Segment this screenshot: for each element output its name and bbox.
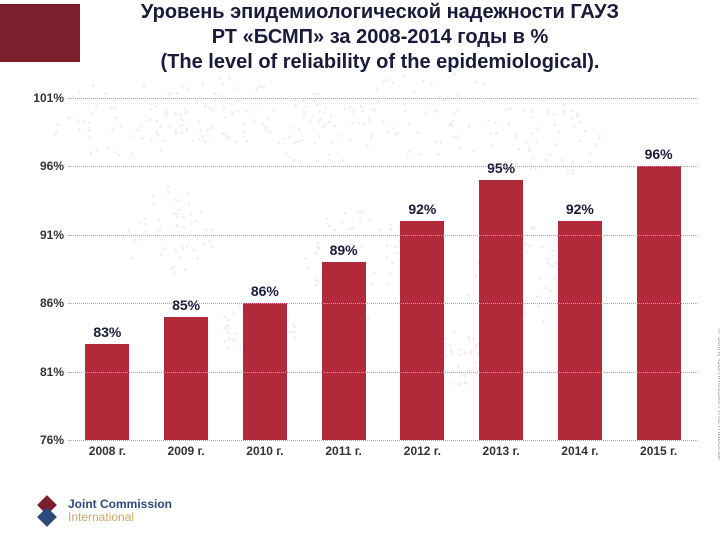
gridline: [68, 98, 698, 99]
logo-line-2: International: [68, 511, 172, 524]
y-tick-label: 76%: [28, 433, 64, 447]
bar: [479, 180, 523, 440]
jci-logo: Joint Commission International: [32, 496, 172, 526]
bar: [164, 317, 208, 440]
bar: [558, 221, 602, 440]
bar-value-label: 86%: [251, 283, 279, 299]
y-tick-label: 81%: [28, 365, 64, 379]
x-tick-label: 2012 г.: [383, 440, 462, 464]
logo-text: Joint Commission International: [68, 498, 172, 523]
title-line-3: (The level of reliability of the epidemi…: [60, 50, 700, 75]
bar-value-label: 95%: [487, 160, 515, 176]
bar: [322, 262, 366, 440]
x-tick-label: 2008 г.: [68, 440, 147, 464]
bar-slot: 92%: [541, 98, 620, 440]
title-line-2: РТ «БСМП» за 2008-2014 годы в %: [60, 25, 700, 50]
bar-slot: 95%: [462, 98, 541, 440]
bar-value-label: 96%: [645, 146, 673, 162]
gridline: [68, 166, 698, 167]
bar-value-label: 85%: [172, 297, 200, 313]
bar: [400, 221, 444, 440]
bar-value-label: 92%: [408, 201, 436, 217]
bar-value-label: 83%: [93, 324, 121, 340]
gridline: [68, 372, 698, 373]
bar-slot: 85%: [147, 98, 226, 440]
x-axis-labels: 2008 г.2009 г.2010 г.2011 г.2012 г.2013 …: [68, 440, 698, 464]
bar-value-label: 89%: [330, 242, 358, 258]
bar-chart: 83%85%86%89%92%95%92%96% 2008 г.2009 г.2…: [28, 98, 698, 464]
x-tick-label: 2015 г.: [619, 440, 698, 464]
x-tick-label: 2010 г.: [226, 440, 305, 464]
title-line-1: Уровень эпидемиологической надежности ГА…: [60, 0, 700, 25]
bar-slot: 86%: [226, 98, 305, 440]
bar-slot: 96%: [619, 98, 698, 440]
logo-mark-icon: [32, 496, 62, 526]
x-tick-label: 2011 г.: [304, 440, 383, 464]
bar-slot: 92%: [383, 98, 462, 440]
y-tick-label: 91%: [28, 228, 64, 242]
plot-area: 83% 85% 86% 89% 92% 95% 92% 96%: [68, 98, 698, 440]
gridline: [68, 235, 698, 236]
bar-value-label: 92%: [566, 201, 594, 217]
x-tick-label: 2009 г.: [147, 440, 226, 464]
bars-container: 83% 85% 86% 89% 92% 95% 92% 96%: [68, 98, 698, 440]
y-tick-label: 96%: [28, 159, 64, 173]
x-tick-label: 2014 г.: [541, 440, 620, 464]
copyright-text: © Joint Commission International: [716, 328, 720, 460]
y-tick-label: 86%: [28, 296, 64, 310]
gridline: [68, 303, 698, 304]
x-tick-label: 2013 г.: [462, 440, 541, 464]
bar-slot: 83%: [68, 98, 147, 440]
page-title: Уровень эпидемиологической надежности ГА…: [60, 0, 700, 75]
y-tick-label: 101%: [28, 91, 64, 105]
bar: [85, 344, 129, 440]
bar-slot: 89%: [304, 98, 383, 440]
